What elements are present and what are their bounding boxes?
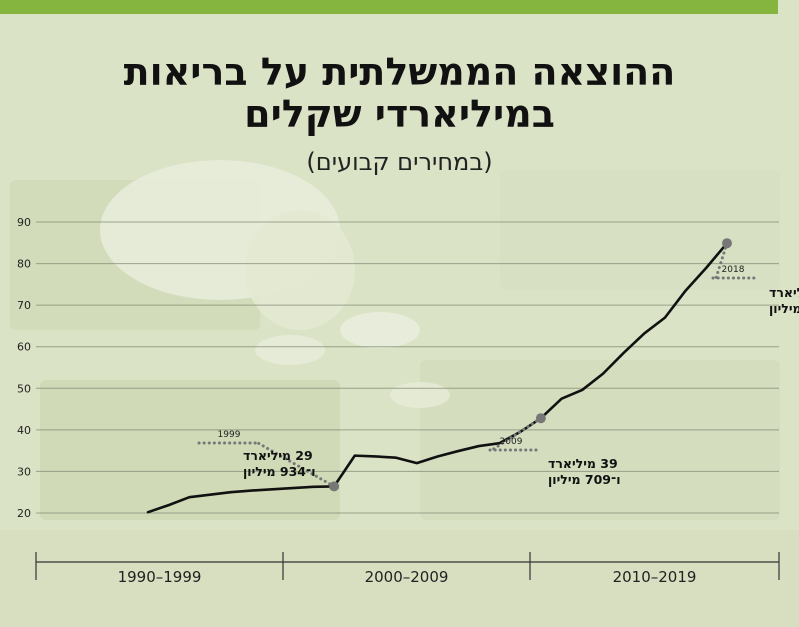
y-tick-label: 30 [17, 465, 31, 478]
annotation-value-line-2: ו־682 מיליון [769, 301, 799, 316]
y-tick-label: 60 [17, 341, 31, 354]
annotation-value-line-1: 29 מיליארד [243, 448, 313, 463]
annotation-year-label: 2018 [722, 265, 745, 275]
chart-subtitle: (במחירים קבועים) [306, 148, 493, 176]
annotation-year-label: 1999 [218, 430, 241, 440]
y-tick-label: 80 [17, 258, 31, 271]
grid-lines [36, 221, 779, 514]
annotation-marker [329, 481, 340, 492]
series-line [146, 241, 729, 514]
x-group-label: 2000–2009 [365, 568, 449, 586]
y-tick-label: 70 [17, 299, 31, 312]
annotation-value-line-1: 39 מיליארד [548, 456, 618, 471]
annotation-value-line-2: ו־709 מיליון [548, 472, 620, 487]
x-group-label: 2010–2019 [613, 568, 697, 586]
annotation-leader [256, 441, 336, 488]
y-tick-label: 90 [17, 216, 31, 229]
chart-title-line-1: ההוצאה הממשלתית על בריאות [123, 50, 676, 94]
x-group-label: 1990–1999 [118, 568, 202, 586]
y-axis-tick-labels: 20 30 40 50 60 70 80 90 [17, 216, 31, 520]
annotation-year-label: 2009 [500, 437, 523, 447]
series-layer [146, 241, 729, 514]
y-tick-label: 50 [17, 382, 31, 395]
x-axis: 1990–1999 2000–2009 2010–2019 [35, 552, 780, 586]
chart-title-line-2: במיליארדי שקלים [244, 92, 555, 136]
annotation-value-line-2: ו־934 מיליון [243, 464, 315, 479]
y-tick-label: 20 [17, 507, 31, 520]
annotation-leader [490, 416, 543, 452]
annotation-value-line-1: 64 מיליארד [769, 285, 799, 300]
annotation-marker [535, 413, 546, 424]
annotation-leader [714, 241, 729, 280]
y-tick-label: 40 [17, 424, 31, 437]
top-accent-bar [0, 0, 778, 14]
annotation-marker [722, 238, 732, 249]
